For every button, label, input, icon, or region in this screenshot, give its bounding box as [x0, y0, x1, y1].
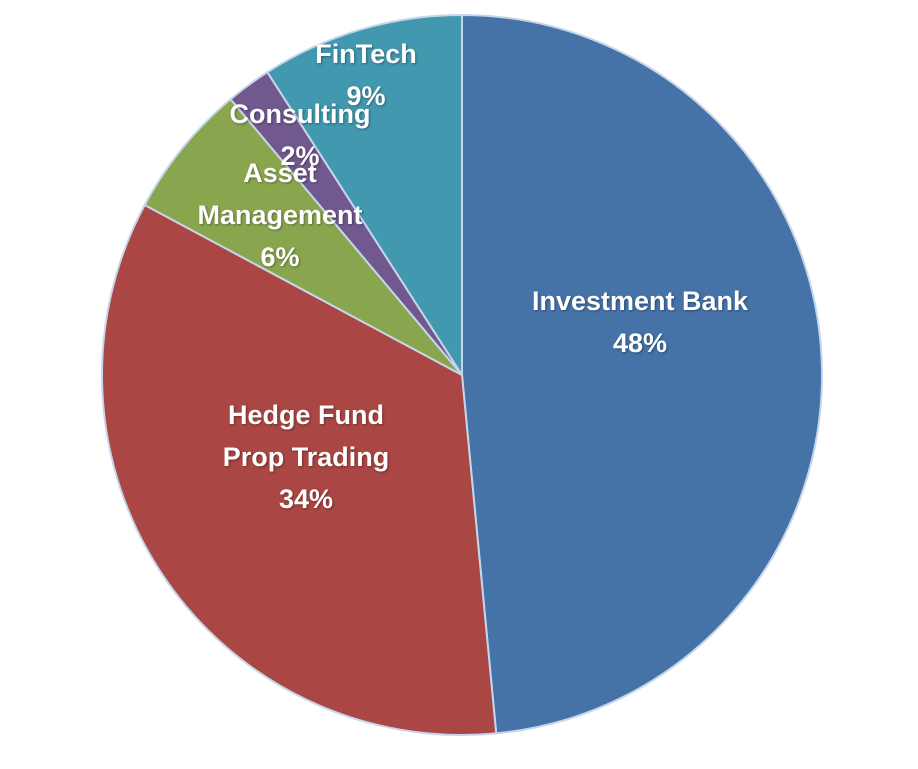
percent-label: 34% [278, 484, 334, 514]
category-label: Asset Management [197, 158, 363, 230]
slice-label: Investment Bank 48% [490, 280, 790, 364]
category-label: Consulting [229, 99, 371, 129]
percent-label: 2% [280, 141, 320, 171]
category-label: FinTech [315, 39, 417, 69]
pie-slice [143, 97, 463, 376]
slice-label: Hedge Fund Prop Trading 34% [206, 394, 406, 520]
percent-label: 6% [260, 242, 300, 272]
pie-slice [101, 203, 498, 736]
slice-label: FinTech 9% [266, 33, 466, 117]
category-label: Hedge Fund Prop Trading [222, 400, 390, 472]
slice-label: Asset Management 6% [188, 152, 373, 278]
pie-slice [461, 13, 823, 735]
category-label: Investment Bank [531, 286, 749, 316]
percent-label: 48% [612, 328, 668, 358]
slice-label: Consulting 2% [200, 93, 400, 177]
percent-label: 9% [346, 81, 386, 111]
pie-slice [265, 13, 463, 379]
